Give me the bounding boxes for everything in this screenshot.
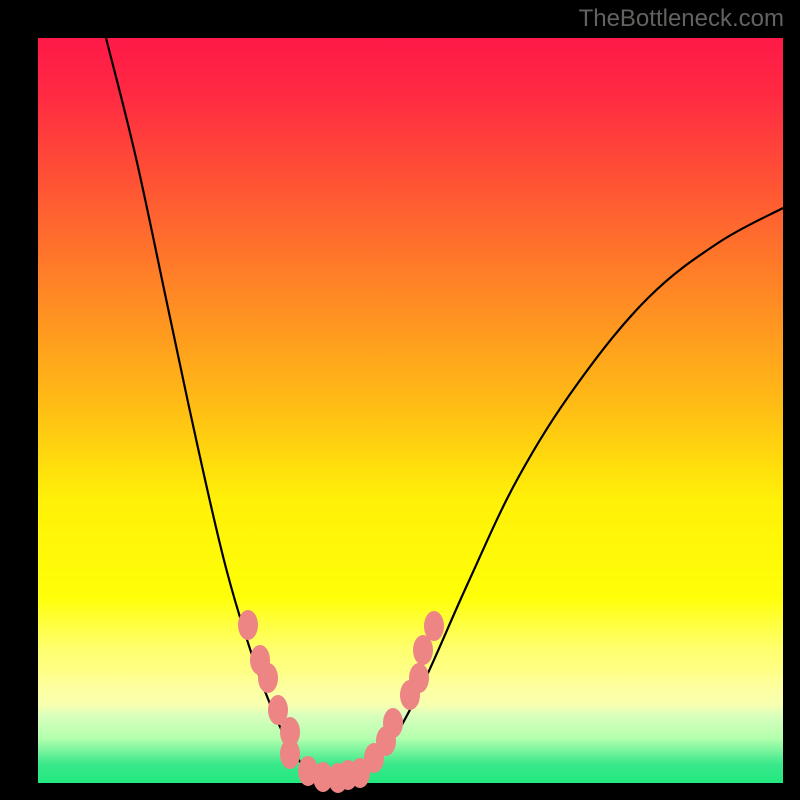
watermark-text: TheBottleneck.com: [579, 5, 784, 33]
curve-left-branch: [106, 38, 340, 782]
data-marker: [280, 739, 300, 769]
data-marker: [258, 663, 278, 693]
data-marker: [424, 611, 444, 641]
data-marker: [238, 610, 258, 640]
plot-area: [38, 38, 783, 783]
data-marker: [409, 663, 429, 693]
chart-canvas: TheBottleneck.com: [0, 0, 800, 800]
data-marker: [383, 708, 403, 738]
bottleneck-curve: [38, 38, 783, 783]
